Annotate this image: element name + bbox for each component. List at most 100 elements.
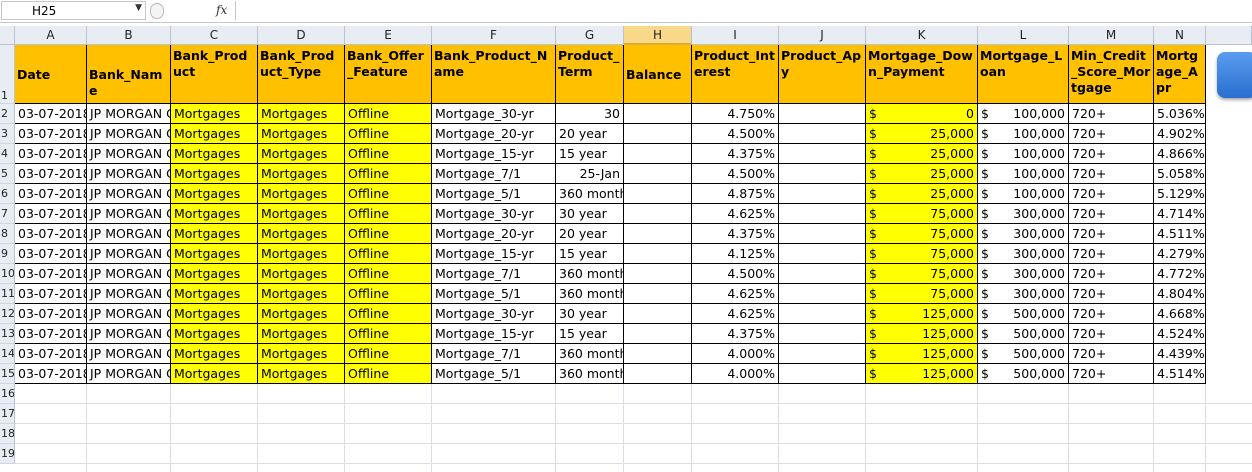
cell-d4[interactable]: Mortgages (258, 144, 345, 164)
cell-j10[interactable] (779, 264, 866, 284)
cell-f15[interactable]: Mortgage_5/1 (432, 364, 556, 384)
cell-e3[interactable]: Offline (345, 124, 432, 144)
cell-c5[interactable]: Mortgages (171, 164, 258, 184)
header-cell-bank-product[interactable]: Bank_Product (171, 45, 258, 104)
cell-e7[interactable]: Offline (345, 204, 432, 224)
column-header-d[interactable]: D (258, 26, 345, 45)
cell-k15[interactable]: $125,000 (866, 364, 978, 384)
header-cell-bank-product-type[interactable]: Bank_Product_Type (258, 45, 345, 104)
row-header-11[interactable]: 11 (0, 284, 15, 304)
cell-h2[interactable] (624, 104, 692, 124)
cell-b5[interactable]: JP MORGAN C (87, 164, 171, 184)
header-cell-mortgage-loan[interactable]: Mortgage_Loan (978, 45, 1069, 104)
cell-i8[interactable]: 4.375% (692, 224, 779, 244)
cell-b2[interactable]: JP MORGAN C (87, 104, 171, 124)
row-header-6[interactable]: 6 (0, 184, 15, 204)
cell-n8[interactable]: 4.511% (1154, 224, 1206, 244)
cell-b7[interactable]: JP MORGAN C (87, 204, 171, 224)
cell-g13[interactable]: 15 year (556, 324, 624, 344)
cell-a15[interactable]: 03-07-2018 (15, 364, 87, 384)
cell-h13[interactable] (624, 324, 692, 344)
cell-e12[interactable]: Offline (345, 304, 432, 324)
cell-h12[interactable] (624, 304, 692, 324)
cell-d15[interactable]: Mortgages (258, 364, 345, 384)
cell-h14[interactable] (624, 344, 692, 364)
cell-a5[interactable]: 03-07-2018 (15, 164, 87, 184)
header-cell-bank-offer-feature[interactable]: Bank_Offer_Feature (345, 45, 432, 104)
cell-i13[interactable]: 4.375% (692, 324, 779, 344)
column-header-g[interactable]: G (556, 26, 624, 45)
select-all-corner[interactable] (0, 26, 15, 45)
cell-l2[interactable]: $100,000 (978, 104, 1069, 124)
cell-f8[interactable]: Mortgage_20-yr (432, 224, 556, 244)
cell-n10[interactable]: 4.772% (1154, 264, 1206, 284)
cell-l14[interactable]: $500,000 (978, 344, 1069, 364)
cell-f4[interactable]: Mortgage_15-yr (432, 144, 556, 164)
cell-b3[interactable]: JP MORGAN C (87, 124, 171, 144)
column-header-e[interactable]: E (345, 26, 432, 45)
cell-m2[interactable]: 720+ (1069, 104, 1154, 124)
cell-j2[interactable] (779, 104, 866, 124)
cell-f5[interactable]: Mortgage_7/1 (432, 164, 556, 184)
cell-d3[interactable]: Mortgages (258, 124, 345, 144)
cell-h9[interactable] (624, 244, 692, 264)
cell-m13[interactable]: 720+ (1069, 324, 1154, 344)
row-header-14[interactable]: 14 (0, 344, 15, 364)
cell-c7[interactable]: Mortgages (171, 204, 258, 224)
cell-d12[interactable]: Mortgages (258, 304, 345, 324)
row-header-17[interactable]: 17 (0, 404, 15, 424)
row-header-13[interactable]: 13 (0, 324, 15, 344)
cell-a14[interactable]: 03-07-2018 (15, 344, 87, 364)
cell-k4[interactable]: $25,000 (866, 144, 978, 164)
cell-c9[interactable]: Mortgages (171, 244, 258, 264)
cell-e13[interactable]: Offline (345, 324, 432, 344)
cell-h8[interactable] (624, 224, 692, 244)
cell-b13[interactable]: JP MORGAN C (87, 324, 171, 344)
row-header-15[interactable]: 15 (0, 364, 15, 384)
cell-j3[interactable] (779, 124, 866, 144)
cell-g4[interactable]: 15 year (556, 144, 624, 164)
cell-f6[interactable]: Mortgage_5/1 (432, 184, 556, 204)
cell-c8[interactable]: Mortgages (171, 224, 258, 244)
cell-m4[interactable]: 720+ (1069, 144, 1154, 164)
cell-j11[interactable] (779, 284, 866, 304)
cell-a3[interactable]: 03-07-2018 (15, 124, 87, 144)
cell-a12[interactable]: 03-07-2018 (15, 304, 87, 324)
cell-b12[interactable]: JP MORGAN C (87, 304, 171, 324)
cell-c12[interactable]: Mortgages (171, 304, 258, 324)
cell-a2[interactable]: 03-07-2018 (15, 104, 87, 124)
row-header-9[interactable]: 9 (0, 244, 15, 264)
cell-j5[interactable] (779, 164, 866, 184)
cell-k2[interactable]: $0 (866, 104, 978, 124)
row-header-5[interactable]: 5 (0, 164, 15, 184)
cell-m7[interactable]: 720+ (1069, 204, 1154, 224)
cell-a9[interactable]: 03-07-2018 (15, 244, 87, 264)
cell-f13[interactable]: Mortgage_15-yr (432, 324, 556, 344)
cell-f14[interactable]: Mortgage_7/1 (432, 344, 556, 364)
cell-e2[interactable]: Offline (345, 104, 432, 124)
cell-h4[interactable] (624, 144, 692, 164)
header-cell-date[interactable]: Date (15, 45, 87, 104)
cell-l8[interactable]: $300,000 (978, 224, 1069, 244)
cell-g8[interactable]: 20 year (556, 224, 624, 244)
cell-c10[interactable]: Mortgages (171, 264, 258, 284)
header-cell-mortgage-apr[interactable]: Mortgage_Apr (1154, 45, 1206, 104)
cell-n13[interactable]: 4.524% (1154, 324, 1206, 344)
cell-a7[interactable]: 03-07-2018 (15, 204, 87, 224)
cell-k14[interactable]: $125,000 (866, 344, 978, 364)
cell-k3[interactable]: $25,000 (866, 124, 978, 144)
cell-c4[interactable]: Mortgages (171, 144, 258, 164)
function-icon[interactable]: fx (216, 3, 228, 17)
cell-b9[interactable]: JP MORGAN C (87, 244, 171, 264)
cell-f11[interactable]: Mortgage_5/1 (432, 284, 556, 304)
cell-i2[interactable]: 4.750% (692, 104, 779, 124)
row-header-16[interactable]: 16 (0, 384, 15, 404)
column-header-h[interactable]: H (624, 26, 692, 45)
column-header-n[interactable]: N (1154, 26, 1206, 45)
cell-g10[interactable]: 360 months (556, 264, 624, 284)
column-header-j[interactable]: J (779, 26, 866, 45)
formula-input[interactable] (235, 1, 1252, 20)
cell-l7[interactable]: $300,000 (978, 204, 1069, 224)
cell-n9[interactable]: 4.279% (1154, 244, 1206, 264)
cell-k10[interactable]: $75,000 (866, 264, 978, 284)
